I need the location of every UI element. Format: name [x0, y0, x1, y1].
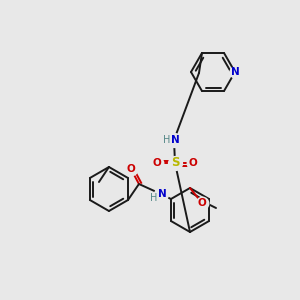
- Text: N: N: [158, 189, 166, 199]
- Text: N: N: [171, 135, 179, 145]
- Text: O: O: [198, 198, 206, 208]
- Text: O: O: [127, 164, 135, 174]
- Text: N: N: [231, 67, 239, 77]
- Text: H: H: [163, 135, 171, 145]
- Text: S: S: [171, 157, 179, 169]
- Text: H: H: [150, 193, 158, 203]
- Text: O: O: [153, 158, 161, 168]
- Text: O: O: [189, 158, 197, 168]
